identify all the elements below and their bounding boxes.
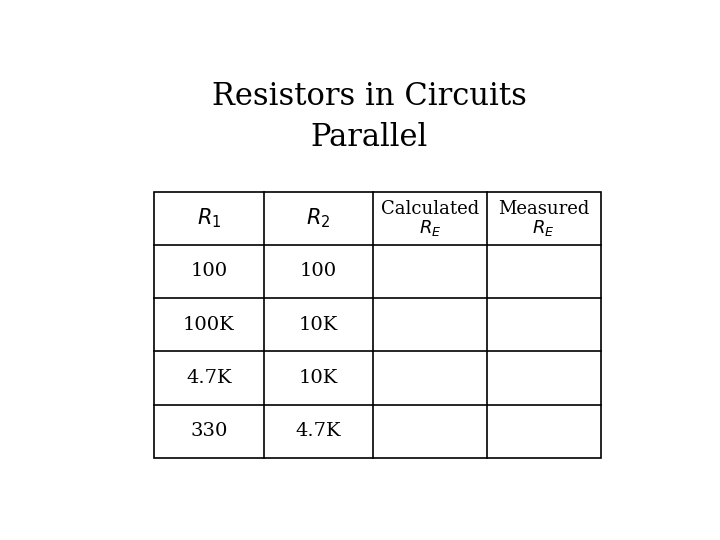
Text: 4.7K: 4.7K [186, 369, 232, 387]
Text: $R_1$: $R_1$ [197, 206, 221, 230]
Text: $R_2$: $R_2$ [306, 206, 330, 230]
Text: 4.7K: 4.7K [295, 422, 341, 440]
Text: 10K: 10K [299, 369, 338, 387]
Text: $R_E$: $R_E$ [532, 218, 555, 238]
Text: 100: 100 [300, 262, 337, 280]
Text: 10K: 10K [299, 316, 338, 334]
Text: $R_E$: $R_E$ [418, 218, 441, 238]
Text: 100K: 100K [183, 316, 235, 334]
Text: 330: 330 [190, 422, 228, 440]
Text: Calculated: Calculated [381, 200, 479, 218]
Text: Resistors in Circuits
Parallel: Resistors in Circuits Parallel [212, 82, 526, 153]
Text: Measured: Measured [498, 200, 590, 218]
Text: 100: 100 [190, 262, 228, 280]
